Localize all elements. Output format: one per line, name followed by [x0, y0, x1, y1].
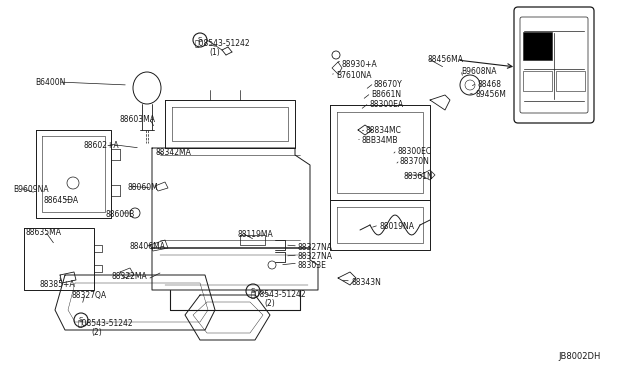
Text: B9609NA: B9609NA	[13, 185, 49, 194]
Text: 88361N: 88361N	[403, 172, 433, 181]
Text: 88635MA: 88635MA	[25, 228, 61, 237]
Text: 88322MA: 88322MA	[111, 272, 147, 281]
Text: JB8002DH: JB8002DH	[558, 352, 600, 361]
Text: 88385+A: 88385+A	[40, 280, 76, 289]
Text: 88600B: 88600B	[105, 210, 134, 219]
Text: 88060M: 88060M	[128, 183, 159, 192]
Text: 88603MA: 88603MA	[119, 115, 155, 124]
Text: B9608NA: B9608NA	[461, 67, 497, 76]
Text: B8661N: B8661N	[371, 90, 401, 99]
Text: 88645DA: 88645DA	[44, 196, 79, 205]
Text: 88343N: 88343N	[351, 278, 381, 287]
Text: S: S	[251, 288, 255, 294]
Text: 88468: 88468	[477, 80, 501, 89]
Text: Ⓝ08543-51242: Ⓝ08543-51242	[78, 318, 134, 327]
Text: 88327NA: 88327NA	[298, 252, 333, 261]
Text: 88303E: 88303E	[298, 261, 327, 270]
Bar	[523, 71, 552, 91]
Bar	[523, 32, 552, 60]
Text: B7610NA: B7610NA	[336, 71, 371, 80]
Text: 88456MA: 88456MA	[427, 55, 463, 64]
Text: 88834MC: 88834MC	[366, 126, 402, 135]
Text: 88342MA: 88342MA	[155, 148, 191, 157]
Text: 89456M: 89456M	[475, 90, 506, 99]
Text: 88670Y: 88670Y	[374, 80, 403, 89]
Text: S: S	[198, 37, 202, 43]
Text: 88370N: 88370N	[400, 157, 430, 166]
Text: B6400N: B6400N	[35, 78, 65, 87]
Text: 88327NA: 88327NA	[298, 243, 333, 252]
Text: 88300EA: 88300EA	[369, 100, 403, 109]
Text: (2): (2)	[91, 328, 102, 337]
Text: Ⓝ08543-51242: Ⓝ08543-51242	[195, 38, 251, 47]
Text: 88300EC: 88300EC	[397, 147, 431, 156]
Text: 88019NA: 88019NA	[379, 222, 414, 231]
Text: S: S	[79, 317, 83, 323]
Text: Ⓝ08543-51242: Ⓝ08543-51242	[251, 289, 307, 298]
Text: 8BB34MB: 8BB34MB	[362, 136, 399, 145]
Text: 88327QA: 88327QA	[72, 291, 107, 300]
Text: 88602+A: 88602+A	[84, 141, 120, 150]
Text: (1): (1)	[209, 48, 220, 57]
Text: (2): (2)	[264, 299, 275, 308]
Text: 88119MA: 88119MA	[238, 230, 274, 239]
Text: 88930+A: 88930+A	[342, 60, 378, 69]
Text: 88406MA: 88406MA	[130, 242, 166, 251]
Bar	[556, 71, 585, 91]
